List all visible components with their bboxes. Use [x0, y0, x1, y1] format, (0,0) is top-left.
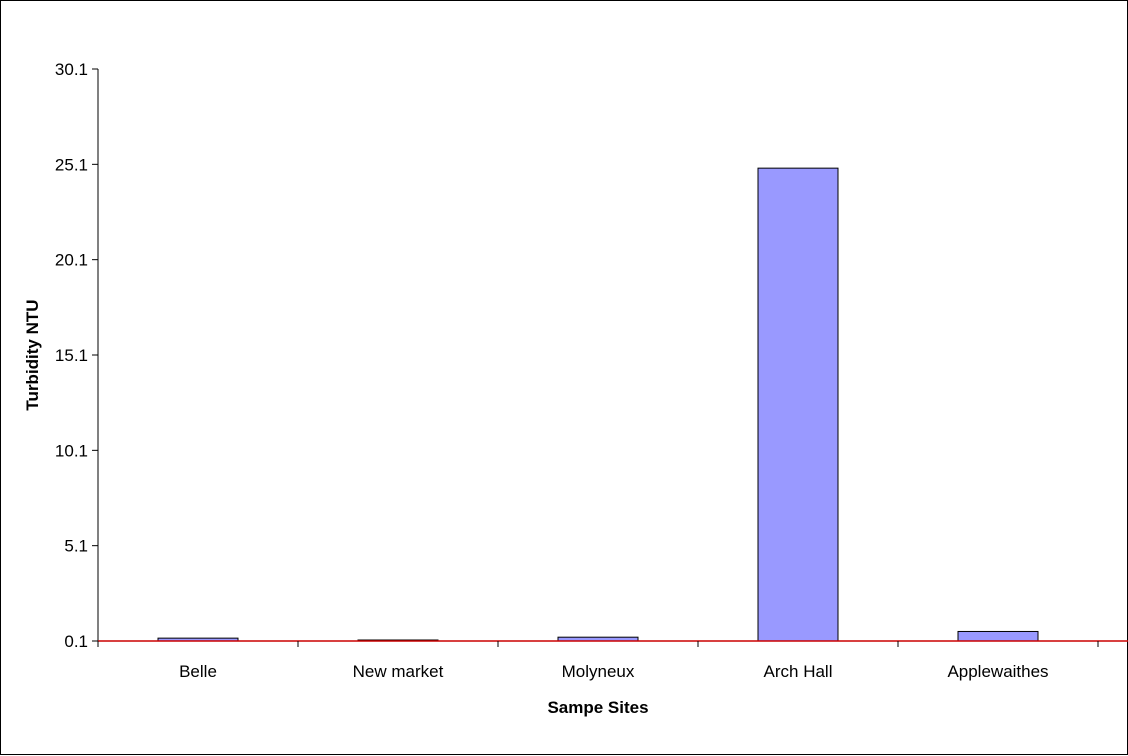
y-axis: 0.1 5.1 10.1 15.1 20.1 25.1 30.1	[55, 60, 99, 651]
y-tick-label: 20.1	[55, 251, 88, 270]
y-axis-title: Turbidity NTU	[23, 299, 42, 410]
x-tick-label: Belle	[179, 662, 217, 681]
x-axis: Belle New market Molyneux Arch Hall Applewai…	[97, 640, 1128, 681]
y-tick-label: 0.1	[64, 632, 88, 651]
x-axis-title: Sampe Sites	[547, 698, 648, 717]
x-tick-label: Applewaithes	[947, 662, 1048, 681]
bar-applewaithes	[957, 630, 1039, 642]
y-tick-label: 30.1	[55, 60, 88, 79]
bars-group	[157, 167, 1039, 642]
x-tick-label: Molyneux	[562, 662, 635, 681]
x-tick-label: New market	[353, 662, 444, 681]
bar-arch-hall	[757, 167, 839, 642]
y-tick-label: 10.1	[55, 441, 88, 460]
y-tick-label: 5.1	[64, 537, 88, 556]
y-tick-label: 15.1	[55, 346, 88, 365]
y-tick-label: 25.1	[55, 155, 88, 174]
x-tick-label: Arch Hall	[764, 662, 833, 681]
